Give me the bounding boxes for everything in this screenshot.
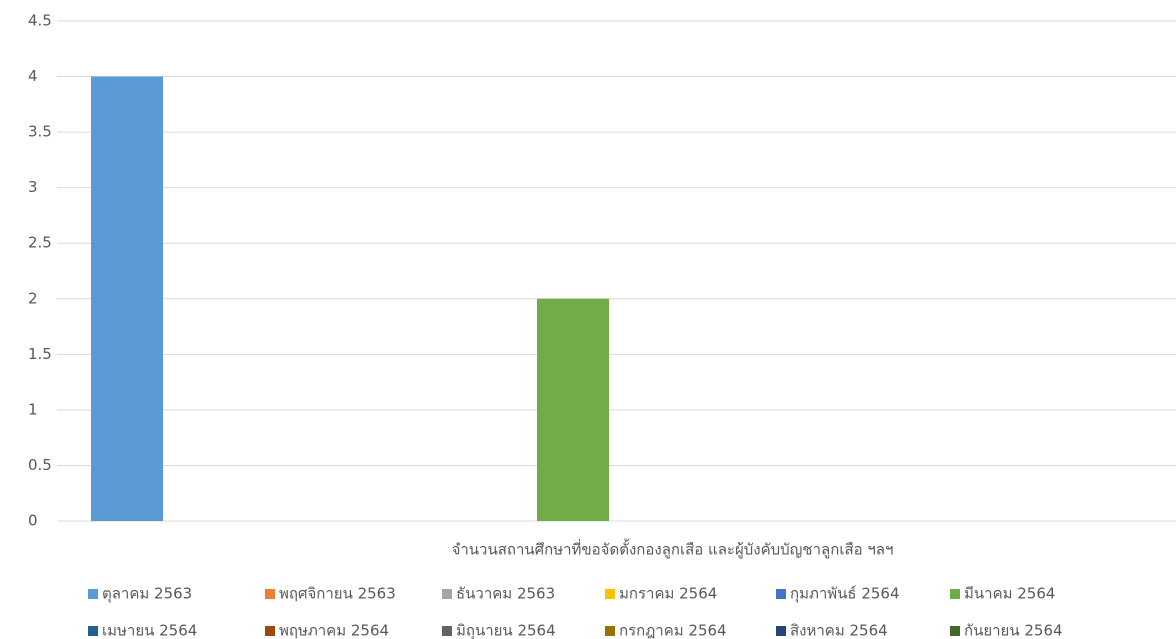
- bar: [537, 298, 609, 521]
- legend-label: กรกฎาคม 2564: [619, 622, 727, 639]
- legend-label: ธันวาคม 2563: [456, 585, 555, 603]
- legend-swatch: [442, 589, 452, 599]
- legend-label: มกราคม 2564: [619, 585, 717, 603]
- legend-swatch: [950, 626, 960, 636]
- y-tick-label: 4: [28, 67, 38, 85]
- legend-label: มีนาคม 2564: [964, 585, 1055, 603]
- bar: [91, 76, 163, 522]
- legend-label: พฤศจิกายน 2563: [279, 585, 396, 603]
- legend-label: เมษายน 2564: [102, 622, 197, 639]
- legend-label: สิงหาคม 2564: [790, 622, 888, 639]
- x-tick-label: จำนวนสถานศึกษาที่ขอจัดตั้งกองลูกเสือ และ…: [452, 539, 894, 559]
- y-tick-label: 1.5: [28, 345, 52, 363]
- legend-label: พฤษภาคม 2564: [279, 622, 389, 639]
- legend-swatch: [605, 589, 615, 599]
- y-tick-label: 1: [28, 400, 38, 418]
- legend-swatch: [265, 626, 275, 636]
- y-tick-label: 4.5: [28, 12, 52, 30]
- y-tick-label: 3.5: [28, 123, 52, 141]
- legend-swatch: [88, 626, 98, 636]
- legend-swatch: [605, 626, 615, 636]
- legend-swatch: [88, 589, 98, 599]
- legend-label: กันยายน 2564: [964, 622, 1063, 639]
- legend-label: มิถุนายน 2564: [456, 622, 556, 639]
- y-tick-label: 0.5: [28, 456, 52, 474]
- y-tick-label: 2: [28, 289, 38, 307]
- legend-label: ตุลาคม 2563: [102, 585, 192, 604]
- y-tick-label: 3: [28, 178, 38, 196]
- legend-label: กุมภาพันธ์ 2564: [790, 585, 900, 604]
- legend-swatch: [442, 626, 452, 636]
- legend-swatch: [950, 589, 960, 599]
- y-tick-label: 2.5: [28, 234, 52, 252]
- legend-swatch: [265, 589, 275, 599]
- y-tick-label: 0: [28, 512, 38, 530]
- legend-swatch: [776, 589, 786, 599]
- legend-swatch: [776, 626, 786, 636]
